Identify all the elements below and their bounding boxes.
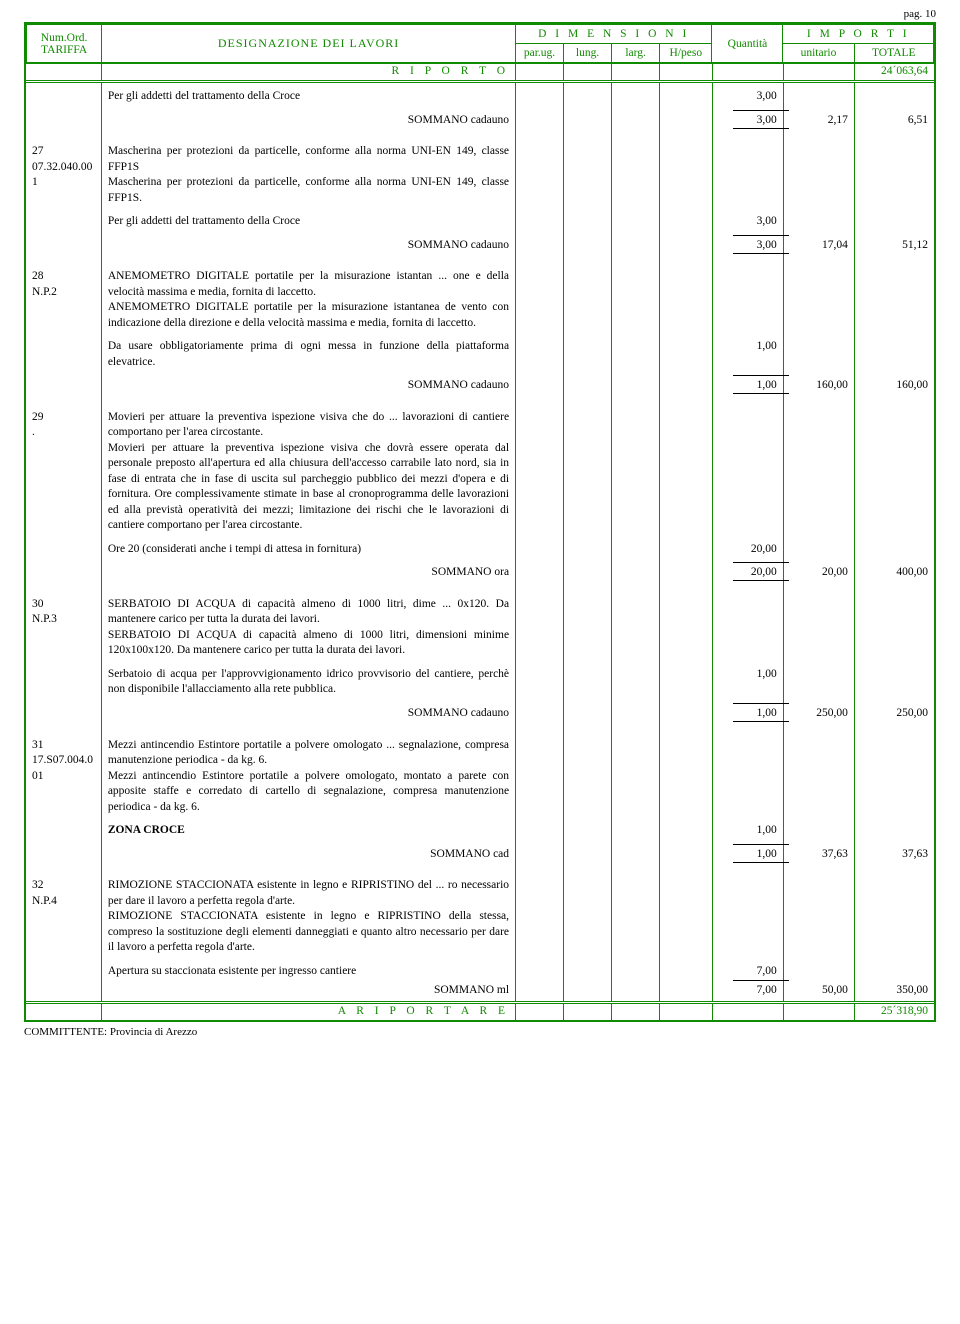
sommano-qty: 1,00 <box>712 378 783 394</box>
sommano-row: SOMMANO ora 20,00 20,00 400,00 <box>26 565 934 581</box>
item-total: 350,00 <box>854 983 934 999</box>
sommano-label: SOMMANO cadauno <box>101 706 515 722</box>
hdr-importi: I M P O R T I <box>783 25 934 44</box>
sommano-row: SOMMANO cad 1,00 37,63 37,63 <box>26 847 934 863</box>
item-note: ZONA CROCE <box>101 823 515 839</box>
page-number: pag. 10 <box>24 8 936 20</box>
hdr-unitario: unitario <box>783 44 854 63</box>
item-code: 31 17.S07.004.0 01 <box>26 738 101 816</box>
table-row: Per gli addetti del trattamento della Cr… <box>26 214 934 230</box>
item-note: Da usare obbligatoriamente prima di ogni… <box>101 339 515 370</box>
item-total: 6,51 <box>854 113 934 129</box>
sommano-label: SOMMANO ora <box>101 565 515 581</box>
hdr-tariffa: Num.Ord. TARIFFA <box>27 25 102 63</box>
item-total: 37,63 <box>854 847 934 863</box>
sommano-label: SOMMANO cad <box>101 847 515 863</box>
table-row: 30 N.P.3 SERBATOIO DI ACQUA di capacità … <box>26 597 934 659</box>
table-row: 29 . Movieri per attuare la preventiva i… <box>26 410 934 534</box>
hdr-parug: par.ug. <box>515 44 563 63</box>
item-unit: 160,00 <box>783 378 854 394</box>
item-qty: 1,00 <box>712 339 783 370</box>
sommano-row: SOMMANO ml 7,00 50,00 350,00 <box>26 983 934 999</box>
table-row: 27 07.32.040.00 1 Mascherina per protezi… <box>26 144 934 206</box>
hdr-lung: lung. <box>564 44 612 63</box>
ariportare-label: A R I P O R T A R E <box>101 1003 515 1020</box>
item-note: Serbatoio di acqua per l'approvvigioname… <box>101 667 515 698</box>
table-body: R I P O R T O 24´063,64 Per gli addetti … <box>26 63 934 1020</box>
hdr-larg: larg. <box>612 44 660 63</box>
table-row: Ore 20 (considerati anche i tempi di att… <box>26 542 934 558</box>
item-code: 30 N.P.3 <box>26 597 101 659</box>
item-qty: 1,00 <box>712 823 783 839</box>
sommano-row: SOMMANO cadauno 1,00 250,00 250,00 <box>26 706 934 722</box>
item-unit: 17,04 <box>783 238 854 254</box>
item-desc: Mezzi antincendio Estintore portatile a … <box>101 738 515 816</box>
riporto-value: 24´063,64 <box>854 64 934 82</box>
table-row: Per gli addetti del trattamento della Cr… <box>26 89 934 105</box>
item-desc: SERBATOIO DI ACQUA di capacità almeno di… <box>101 597 515 659</box>
riporto-row: R I P O R T O 24´063,64 <box>26 64 934 82</box>
hdr-quantita: Quantità <box>712 25 783 63</box>
table-row: ZONA CROCE 1,00 <box>26 823 934 839</box>
item-qty: 7,00 <box>712 964 783 980</box>
item-total: 160,00 <box>854 378 934 394</box>
sommano-qty: 3,00 <box>712 238 783 254</box>
table-row: 32 N.P.4 RIMOZIONE STACCIONATA esistente… <box>26 878 934 956</box>
item-qty: 20,00 <box>712 542 783 558</box>
item-total: 250,00 <box>854 706 934 722</box>
item-desc: RIMOZIONE STACCIONATA esistente in legno… <box>101 878 515 956</box>
sommano-row: SOMMANO cadauno 3,00 17,04 51,12 <box>26 238 934 254</box>
item-unit: 50,00 <box>783 983 854 999</box>
table-row: 28 N.P.2 ANEMOMETRO DIGITALE portatile p… <box>26 269 934 331</box>
hdr-totale: TOTALE <box>854 44 933 63</box>
riporto-label: R I P O R T O <box>101 64 515 82</box>
table-row: Apertura su staccionata esistente per in… <box>26 964 934 980</box>
item-code: 32 N.P.4 <box>26 878 101 956</box>
sommano-qty: 3,00 <box>712 113 783 129</box>
ariportare-value: 25´318,90 <box>854 1003 934 1020</box>
table-header: Num.Ord. TARIFFA DESIGNAZIONE DEI LAVORI… <box>26 24 934 63</box>
main-table: Num.Ord. TARIFFA DESIGNAZIONE DEI LAVORI… <box>24 22 936 1022</box>
hdr-designazione: DESIGNAZIONE DEI LAVORI <box>102 25 516 63</box>
hdr-dimensioni: D I M E N S I O N I <box>515 25 711 44</box>
hdr-hpeso: H/peso <box>660 44 712 63</box>
item-note: Per gli addetti del trattamento della Cr… <box>101 89 515 105</box>
sommano-row: SOMMANO cadauno 1,00 160,00 160,00 <box>26 378 934 394</box>
item-unit: 20,00 <box>783 565 854 581</box>
ariportare-row: A R I P O R T A R E 25´318,90 <box>26 1003 934 1020</box>
item-code: 27 07.32.040.00 1 <box>26 144 101 206</box>
footer-committente: COMMITTENTE: Provincia di Arezzo <box>24 1026 936 1038</box>
item-desc: ANEMOMETRO DIGITALE portatile per la mis… <box>101 269 515 331</box>
item-total: 400,00 <box>854 565 934 581</box>
item-note: Ore 20 (considerati anche i tempi di att… <box>101 542 515 558</box>
table-row: Serbatoio di acqua per l'approvvigioname… <box>26 667 934 698</box>
sommano-qty: 20,00 <box>712 565 783 581</box>
item-note: Per gli addetti del trattamento della Cr… <box>101 214 515 230</box>
item-code: 29 . <box>26 410 101 534</box>
item-unit: 250,00 <box>783 706 854 722</box>
sommano-row: SOMMANO cadauno 3,00 2,17 6,51 <box>26 113 934 129</box>
sommano-label: SOMMANO ml <box>101 983 515 999</box>
sommano-label: SOMMANO cadauno <box>101 238 515 254</box>
item-note: Apertura su staccionata esistente per in… <box>101 964 515 980</box>
sommano-label: SOMMANO cadauno <box>101 113 515 129</box>
item-qty: 3,00 <box>712 214 783 230</box>
item-desc: Mascherina per protezioni da particelle,… <box>101 144 515 206</box>
table-row: Da usare obbligatoriamente prima di ogni… <box>26 339 934 370</box>
item-unit: 37,63 <box>783 847 854 863</box>
sommano-qty: 1,00 <box>712 847 783 863</box>
item-qty: 3,00 <box>712 89 783 105</box>
table-row: 31 17.S07.004.0 01 Mezzi antincendio Est… <box>26 738 934 816</box>
sommano-label: SOMMANO cadauno <box>101 378 515 394</box>
sommano-qty: 7,00 <box>712 983 783 999</box>
item-desc: Movieri per attuare la preventiva ispezi… <box>101 410 515 534</box>
item-code: 28 N.P.2 <box>26 269 101 331</box>
sommano-qty: 1,00 <box>712 706 783 722</box>
item-total: 51,12 <box>854 238 934 254</box>
item-qty: 1,00 <box>712 667 783 698</box>
item-unit: 2,17 <box>783 113 854 129</box>
